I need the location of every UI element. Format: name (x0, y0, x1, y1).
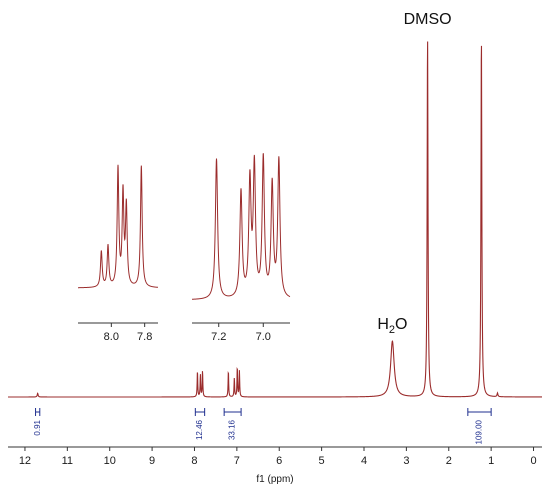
inset-tick-label: 7.0 (256, 331, 271, 343)
integral-value: 12.46 (195, 419, 204, 440)
x-tick-label: 4 (361, 455, 367, 467)
x-tick-label: 9 (149, 455, 155, 467)
inset-tick-label: 8.0 (104, 331, 119, 343)
integral-value: 109.00 (475, 419, 484, 444)
zoom-inset: 7.2 7.0 (191, 153, 291, 343)
x-tick-label: 10 (104, 455, 116, 467)
x-tick-label: 7 (234, 455, 240, 467)
inset-tick-label: 7.2 (211, 331, 226, 343)
peak-annotation: H2O (377, 316, 407, 336)
x-tick-label: 2 (446, 455, 452, 467)
x-tick-label: 5 (319, 455, 325, 467)
x-tick-label: 6 (276, 455, 282, 467)
inset-tick-label: 7.8 (137, 331, 152, 343)
zoom-inset: 8.0 7.8 (77, 164, 159, 343)
inset-trace (77, 164, 159, 289)
x-tick-label: 3 (403, 455, 409, 467)
spectrum-trace (8, 41, 542, 398)
integral-value: 0.91 (33, 419, 42, 435)
x-axis-title: f1 (ppm) (256, 474, 293, 485)
x-tick-label: 11 (62, 455, 73, 467)
x-tick-label: 1 (488, 455, 494, 467)
x-tick-label: 8 (191, 455, 197, 467)
inset-trace (191, 153, 291, 300)
peak-annotation: DMSO (404, 11, 452, 28)
x-tick-label: 12 (19, 455, 31, 467)
x-tick-label: 0 (530, 455, 536, 467)
integral-value: 33.16 (228, 419, 237, 440)
